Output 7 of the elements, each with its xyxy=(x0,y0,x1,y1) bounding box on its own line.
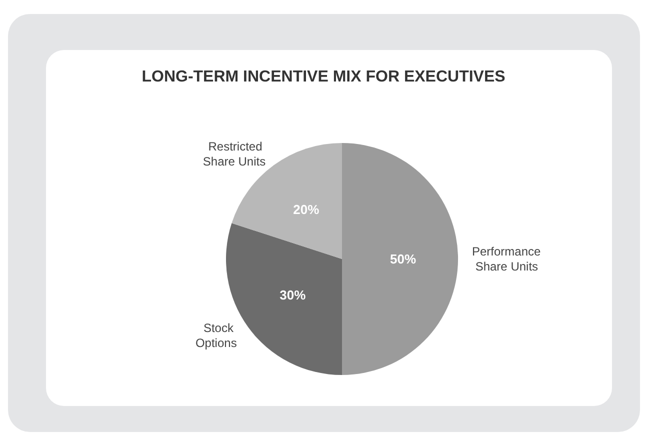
data-label: 20% xyxy=(293,202,320,218)
slice-label: Stock Options xyxy=(195,320,237,350)
chart-title: LONG-TERM INCENTIVE MIX FOR EXECUTIVES xyxy=(142,68,506,86)
slice-label: Restricted Share Units xyxy=(202,139,266,168)
slice-label: Performance Share Units xyxy=(472,244,542,274)
data-label: 50% xyxy=(390,252,416,266)
data-label: 30% xyxy=(280,287,306,302)
